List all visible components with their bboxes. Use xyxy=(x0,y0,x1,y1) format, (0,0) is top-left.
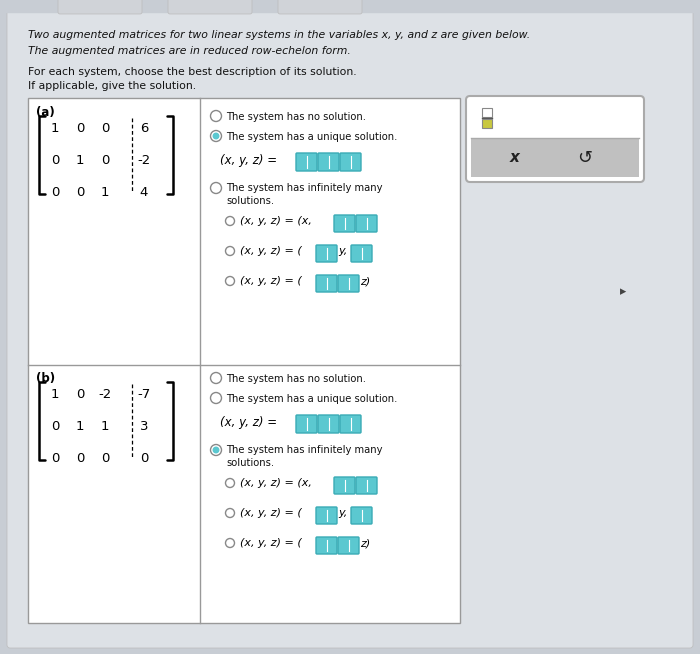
FancyBboxPatch shape xyxy=(316,507,337,524)
Text: 1: 1 xyxy=(76,154,84,167)
Text: 0: 0 xyxy=(51,186,60,199)
Text: z): z) xyxy=(360,276,370,286)
FancyBboxPatch shape xyxy=(316,275,337,292)
FancyBboxPatch shape xyxy=(318,415,339,433)
Text: 0: 0 xyxy=(140,452,148,465)
Text: x: x xyxy=(510,150,520,165)
Text: (x, y, z) = (: (x, y, z) = ( xyxy=(240,508,302,518)
Text: The augmented matrices are in reduced row-echelon form.: The augmented matrices are in reduced ro… xyxy=(28,46,351,56)
Circle shape xyxy=(225,247,234,256)
FancyBboxPatch shape xyxy=(340,153,361,171)
FancyBboxPatch shape xyxy=(58,0,142,14)
Text: (x, y, z) = (x,: (x, y, z) = (x, xyxy=(240,216,312,226)
Circle shape xyxy=(225,277,234,286)
FancyBboxPatch shape xyxy=(334,215,355,232)
Text: (b): (b) xyxy=(36,372,55,385)
Text: y,: y, xyxy=(338,508,347,518)
Bar xyxy=(482,108,492,117)
Text: 0: 0 xyxy=(51,420,60,433)
Text: solutions.: solutions. xyxy=(226,458,274,468)
Text: 1: 1 xyxy=(76,420,84,433)
Text: 0: 0 xyxy=(76,186,84,199)
Circle shape xyxy=(211,111,221,122)
Circle shape xyxy=(211,182,221,194)
Text: The system has a unique solution.: The system has a unique solution. xyxy=(226,132,398,142)
FancyBboxPatch shape xyxy=(318,153,339,171)
Circle shape xyxy=(211,392,221,404)
Text: 0: 0 xyxy=(76,122,84,135)
Bar xyxy=(0,0,700,12)
Text: The system has infinitely many: The system has infinitely many xyxy=(226,183,382,193)
FancyBboxPatch shape xyxy=(338,275,359,292)
Text: 1: 1 xyxy=(50,122,60,135)
FancyBboxPatch shape xyxy=(351,245,372,262)
Text: (a): (a) xyxy=(36,106,55,119)
Text: 1: 1 xyxy=(50,388,60,401)
Text: 3: 3 xyxy=(140,420,148,433)
Circle shape xyxy=(225,479,234,487)
Text: 0: 0 xyxy=(101,154,109,167)
FancyBboxPatch shape xyxy=(316,245,337,262)
Text: (x, y, z) = (x,: (x, y, z) = (x, xyxy=(240,478,312,488)
FancyBboxPatch shape xyxy=(296,153,317,171)
FancyBboxPatch shape xyxy=(316,537,337,554)
Text: (x, y, z) = (: (x, y, z) = ( xyxy=(240,276,302,286)
Text: 1: 1 xyxy=(101,186,109,199)
FancyBboxPatch shape xyxy=(168,0,252,14)
Circle shape xyxy=(225,538,234,547)
Text: y,: y, xyxy=(338,246,347,256)
Text: 6: 6 xyxy=(140,122,148,135)
Bar xyxy=(28,98,460,623)
Text: 0: 0 xyxy=(76,452,84,465)
Text: 0: 0 xyxy=(76,388,84,401)
FancyBboxPatch shape xyxy=(340,415,361,433)
Text: 0: 0 xyxy=(51,452,60,465)
FancyBboxPatch shape xyxy=(356,215,377,232)
Text: solutions.: solutions. xyxy=(226,196,274,206)
Circle shape xyxy=(225,509,234,517)
Circle shape xyxy=(214,133,218,139)
Bar xyxy=(482,119,492,128)
Text: (x, y, z) = (: (x, y, z) = ( xyxy=(240,246,302,256)
Circle shape xyxy=(214,447,218,453)
Text: 0: 0 xyxy=(51,154,60,167)
Text: For each system, choose the best description of its solution.: For each system, choose the best descrip… xyxy=(28,67,356,77)
Bar xyxy=(471,101,639,139)
Text: ▸: ▸ xyxy=(620,285,626,298)
Text: If applicable, give the solution.: If applicable, give the solution. xyxy=(28,81,196,91)
Text: The system has no solution.: The system has no solution. xyxy=(226,112,366,122)
FancyBboxPatch shape xyxy=(351,507,372,524)
Text: The system has a unique solution.: The system has a unique solution. xyxy=(226,394,398,404)
Circle shape xyxy=(225,216,234,226)
FancyBboxPatch shape xyxy=(296,415,317,433)
Text: ↺: ↺ xyxy=(578,149,593,167)
FancyBboxPatch shape xyxy=(278,0,362,14)
Circle shape xyxy=(211,131,221,141)
Text: The system has infinitely many: The system has infinitely many xyxy=(226,445,382,455)
Text: (x, y, z) = (: (x, y, z) = ( xyxy=(240,538,302,548)
Text: 0: 0 xyxy=(101,122,109,135)
Text: (x, y, z) =: (x, y, z) = xyxy=(220,154,277,167)
Circle shape xyxy=(211,373,221,383)
Text: -2: -2 xyxy=(99,388,111,401)
Text: Two augmented matrices for two linear systems in the variables x, y, and z are g: Two augmented matrices for two linear sy… xyxy=(28,30,531,40)
Circle shape xyxy=(211,445,221,455)
FancyBboxPatch shape xyxy=(338,537,359,554)
Text: 0: 0 xyxy=(101,452,109,465)
Text: -7: -7 xyxy=(137,388,150,401)
FancyBboxPatch shape xyxy=(334,477,355,494)
Text: 4: 4 xyxy=(140,186,148,199)
Text: (x, y, z) =: (x, y, z) = xyxy=(220,416,277,429)
FancyBboxPatch shape xyxy=(466,96,644,182)
Text: z): z) xyxy=(360,538,370,548)
Text: -2: -2 xyxy=(137,154,150,167)
Text: 1: 1 xyxy=(101,420,109,433)
FancyBboxPatch shape xyxy=(7,7,693,648)
Text: The system has no solution.: The system has no solution. xyxy=(226,374,366,384)
FancyBboxPatch shape xyxy=(356,477,377,494)
Bar xyxy=(471,138,639,177)
